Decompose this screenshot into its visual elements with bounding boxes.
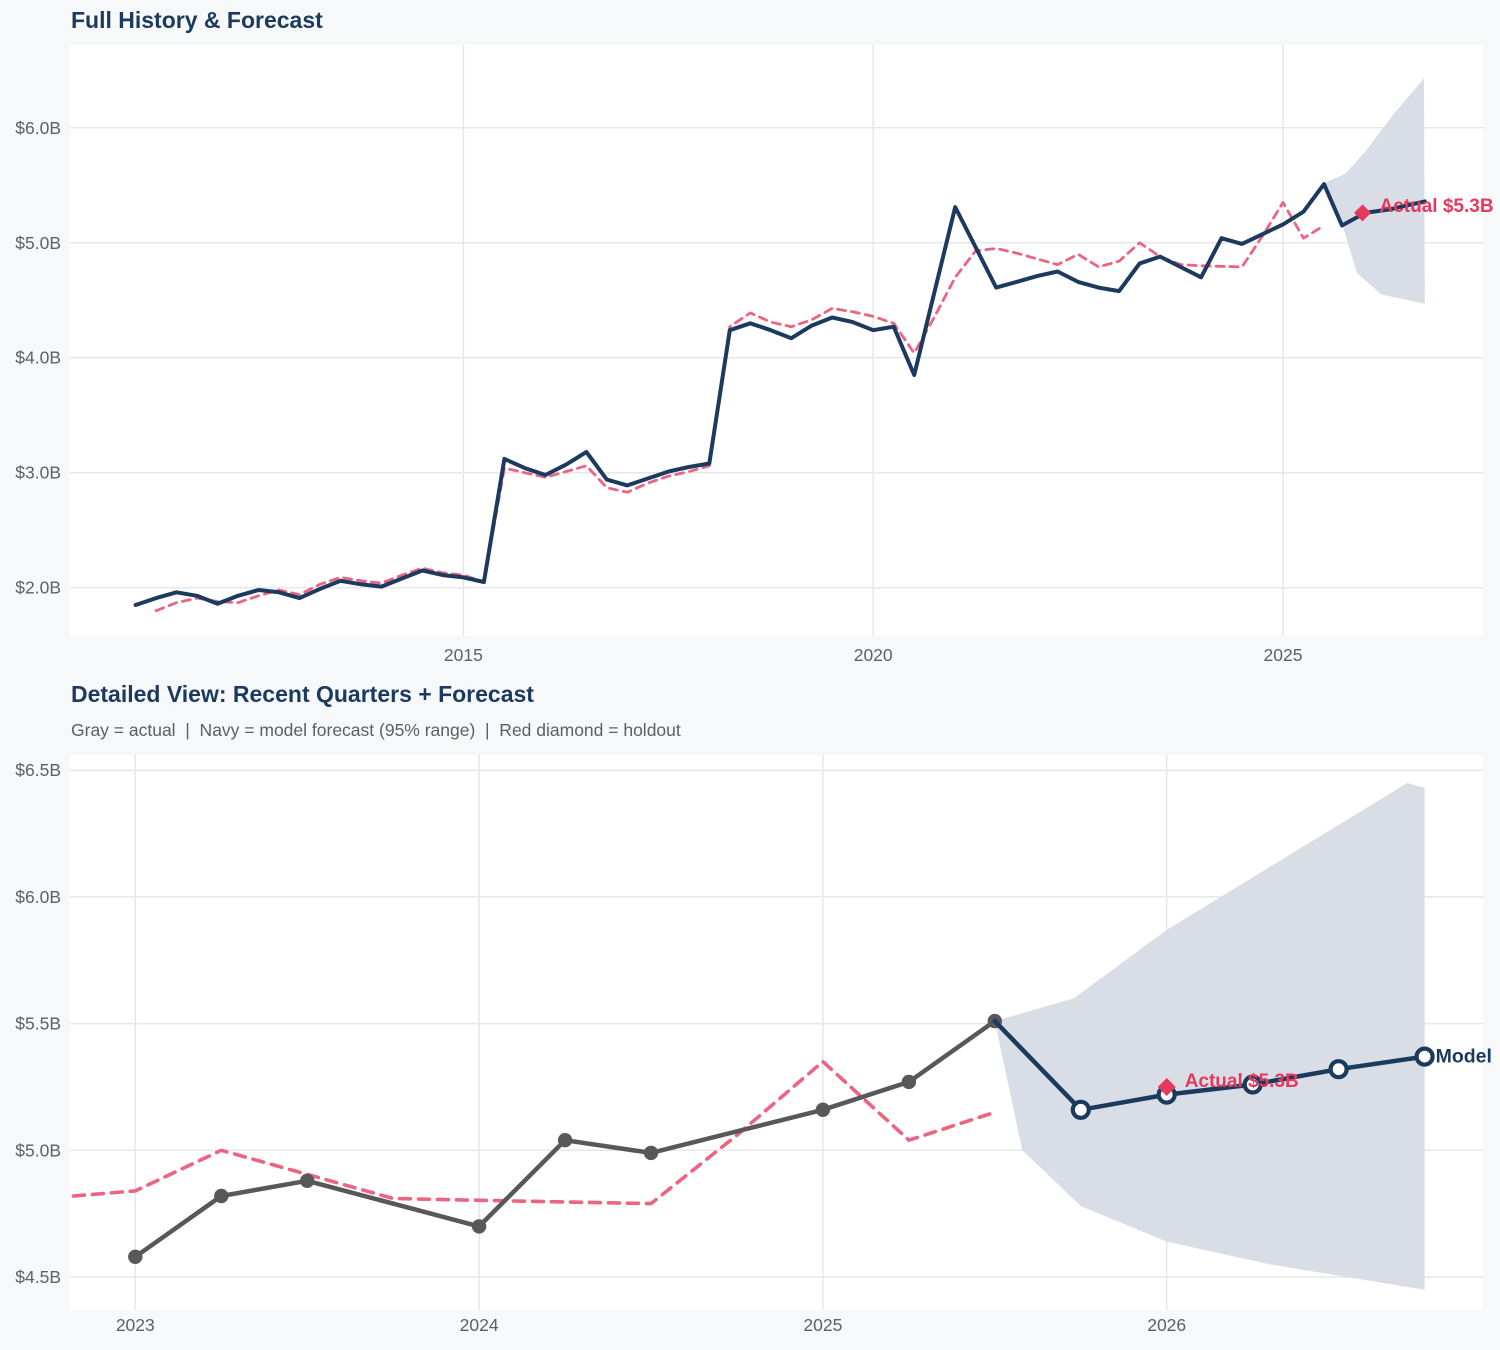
series-actual-gray-point [557,1133,573,1148]
series-model-forecast-line [992,1018,1427,1113]
x-axis-tick-label: 2015 [444,645,483,665]
x-axis-tick-label: 2026 [1147,1315,1186,1335]
y-axis-tick-label: $3.0B [15,463,61,483]
chart2-title: Detailed View: Recent Quarters + Forecas… [71,681,534,707]
x-axis-tick-label: 2020 [854,645,893,665]
series-actual-gray-point [643,1145,659,1161]
series-baseline-dashed-line [71,1059,997,1206]
chart2-legend-note: Gray = actual | Navy = model forecast (9… [71,720,681,740]
x-axis-tick-label: 2024 [460,1315,499,1335]
y-axis-tick-label: $5.5B [15,1014,61,1034]
series-model-forecast-point [1414,1046,1435,1067]
series-baseline-dashed-line [154,201,1326,613]
x-axis-tick-label: 2025 [803,1315,842,1335]
y-axis-tick-label: $6.0B [15,887,61,907]
holdout-marker-diamond-icon [1354,204,1372,222]
y-axis-tick-label: $5.0B [15,1140,61,1160]
series-model-forecast-point [1328,1059,1349,1080]
holdout-marker-label: Actual $5.3B [1185,1071,1299,1092]
x-axis-tick-label: 2023 [116,1315,155,1335]
series-actual-history-line [133,182,1427,607]
series-actual-gray-point [214,1188,229,1204]
chart1-title: Full History & Forecast [71,7,323,33]
series-end-label: Model [1436,1046,1492,1068]
holdout-marker-label: Actual $5.3B [1380,196,1494,217]
x-axis-tick-label: 2025 [1264,645,1303,665]
holdout-marker-diamond-icon [1157,1077,1176,1096]
series-model-forecast-point [1070,1099,1091,1120]
y-axis-tick-label: $5.0B [15,233,61,253]
forecast-band [994,782,1425,1290]
series-model-forecast-point [1242,1074,1263,1095]
forecast-band [1324,78,1425,304]
series-actual-gray-point [128,1249,143,1264]
series-actual-gray-point [901,1074,917,1090]
y-axis-tick-label: $6.5B [15,760,61,780]
series-actual-gray-point [815,1102,831,1117]
plot-area [70,45,1483,636]
y-axis-tick-label: $4.0B [15,348,61,368]
y-axis-tick-label: $6.0B [15,118,61,138]
y-axis-tick-label: $4.5B [15,1267,61,1287]
series-actual-gray-point [300,1173,315,1188]
series-actual-gray-point [471,1219,487,1234]
chart1-full-history-plot: Actual $5.3B $2.0B $3.0B $4.0B $5.0B $6.0B 201… [15,45,1494,665]
y-axis-tick-label: $2.0B [15,578,61,598]
chart2-detailed-view-plot: Model Actual $5.3B $4.5B $5.0B $5.5B $6.0B $6.… [15,755,1492,1335]
